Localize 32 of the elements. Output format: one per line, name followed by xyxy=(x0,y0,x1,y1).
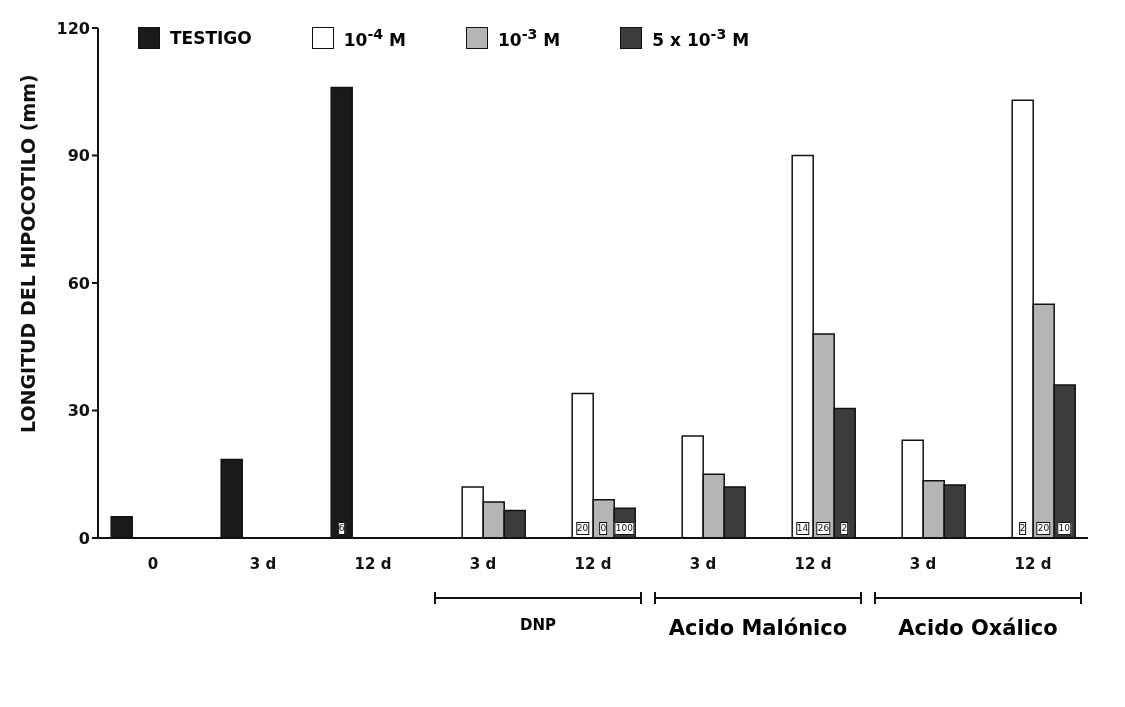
legend-label: 5 x 10$^{-3}$ M xyxy=(652,26,750,50)
x-tick-label: 12 d xyxy=(574,554,612,573)
annotation: 26 xyxy=(817,523,830,533)
annotation: 0 xyxy=(600,523,607,533)
x-tick-label: 12 d xyxy=(354,554,392,573)
legend-label: 10$^{-4}$ M xyxy=(343,26,407,50)
y-axis-title: LONGITUD DEL HIPOCOTILO (mm) xyxy=(16,74,39,433)
annotation: 2 xyxy=(1019,523,1026,533)
x-tick-label: 12 d xyxy=(1014,554,1052,573)
y-tick-label: 90 xyxy=(67,146,90,166)
annotation: 2 xyxy=(841,523,848,533)
y-tick-label: 0 xyxy=(78,528,90,548)
annotation: 20 xyxy=(1037,523,1050,533)
text: Acido Malónico xyxy=(668,616,848,640)
annotation: 100 xyxy=(615,523,633,533)
text: DNP xyxy=(520,616,556,634)
y-tick-label: 30 xyxy=(67,401,90,421)
x-tick-label: 12 d xyxy=(794,554,832,573)
annotation: 10 xyxy=(1058,523,1071,533)
x-tick-label: 3 d xyxy=(909,554,937,573)
x-tick-label: 3 d xyxy=(469,554,497,573)
text: Acido Oxálico xyxy=(898,616,1058,640)
x-tick-label: 0 xyxy=(147,554,159,573)
x-tick-label: 3 d xyxy=(689,554,717,573)
legend-label: TESTIGO xyxy=(170,27,252,48)
annotation: 20 xyxy=(576,523,589,533)
legend-label: 10$^{-3}$ M xyxy=(498,26,561,50)
annotation: 14 xyxy=(796,523,809,533)
y-tick-label: 120 xyxy=(56,18,90,38)
x-tick-label: 3 d xyxy=(249,554,277,573)
annotation: 6 xyxy=(338,523,345,533)
y-tick-label: 60 xyxy=(67,273,90,293)
